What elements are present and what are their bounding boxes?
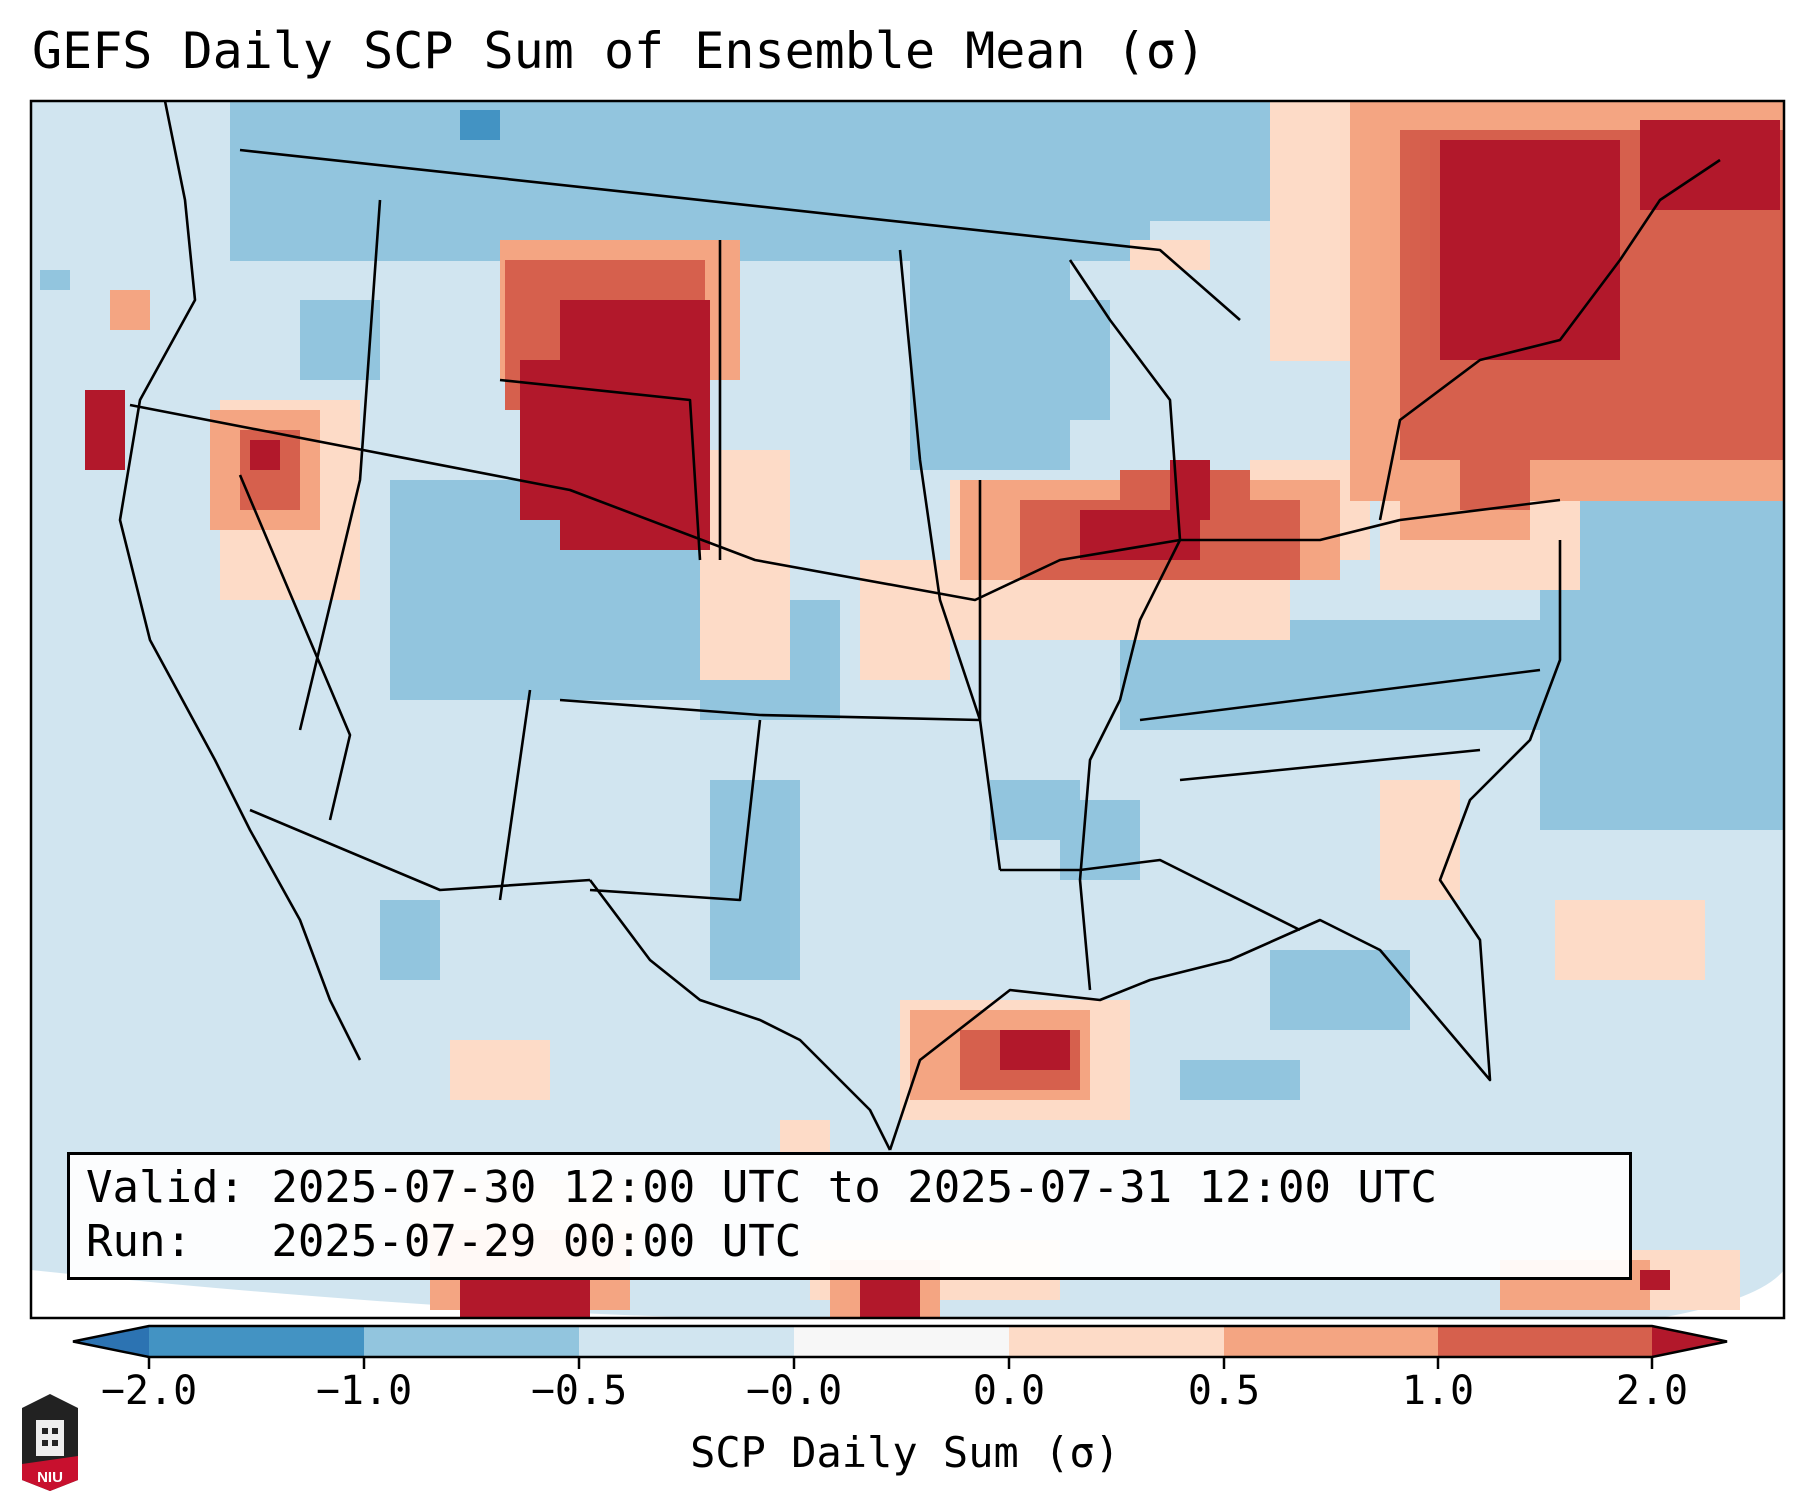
colorbar-segment (1224, 1326, 1438, 1357)
colorbar-segment (149, 1326, 364, 1357)
outside-domain (31, 1270, 1000, 1318)
border-line (249, 808, 591, 892)
border-line (1139, 668, 1541, 722)
colorbar-segment (794, 1326, 1009, 1357)
colorbar-tick-label: 2.0 (1615, 1368, 1689, 1414)
heatmap-cell (85, 390, 125, 470)
colorbar-tick-label: −2.0 (100, 1368, 198, 1414)
border-line (1179, 748, 1481, 782)
heatmap-cell (910, 101, 1150, 251)
border-line (559, 698, 981, 722)
heatmap-cell (860, 1280, 920, 1318)
border-line (499, 378, 702, 561)
run-time-text: Run: 2025-07-29 00:00 UTC (86, 1216, 802, 1267)
map-frame (29, 99, 1786, 1320)
heatmap-cell (250, 440, 280, 470)
heatmap-cell (1130, 240, 1210, 270)
heatmap-cell (710, 780, 800, 980)
colorbar-label: SCP Daily Sum (σ) (690, 1428, 1120, 1477)
colorbar-segment (1009, 1326, 1224, 1357)
border-line (238, 474, 352, 821)
colorbar-tick-label: −1.0 (315, 1368, 413, 1414)
border-line (1378, 158, 1721, 521)
border-line (1180, 498, 1561, 542)
heatmap-cell (1000, 1030, 1070, 1070)
border-line (898, 249, 982, 721)
colorbar (72, 1324, 1728, 1369)
outside-domain (1660, 1270, 1784, 1318)
border-line (298, 199, 382, 731)
heatmap-cell (1380, 780, 1460, 900)
heatmap-cell (860, 560, 950, 680)
border-line (888, 540, 1562, 1151)
colorbar-tick-label: −0.0 (745, 1368, 843, 1414)
heatmap-cell (1460, 460, 1530, 510)
border-line (1000, 858, 1301, 932)
heatmap-cell (1180, 1060, 1300, 1100)
border-line (129, 403, 1181, 602)
border-line (588, 879, 892, 1151)
heatmap-cell (300, 300, 380, 380)
border-line (1068, 259, 1182, 991)
heatmap-cell (700, 450, 790, 680)
heatmap-cell (1270, 950, 1410, 1030)
heatmap-cell (380, 900, 440, 980)
heatmap-cell (1440, 140, 1620, 360)
colorbar-segment (1438, 1326, 1652, 1357)
border-line (498, 689, 532, 901)
heatmap-cell (1070, 300, 1110, 420)
state-borders (118, 101, 1721, 1151)
heatmap-cell (110, 290, 150, 330)
heatmap-cells (31, 101, 1784, 1318)
colorbar-extend-low (73, 1326, 149, 1357)
border-line (239, 148, 1241, 321)
heatmap-cell (1640, 120, 1780, 210)
heatmap-cell (1540, 460, 1784, 830)
colorbar-segment (579, 1326, 794, 1357)
colorbar-tick-label: 1.0 (1401, 1368, 1475, 1414)
colorbar-tick-label: 0.5 (1187, 1368, 1261, 1414)
heatmap-cell (450, 1040, 550, 1100)
heatmap-cell (1555, 900, 1705, 980)
border-line (118, 101, 362, 1061)
colorbar-tick-label: 0.0 (972, 1368, 1046, 1414)
heatmap-cell (460, 1280, 590, 1318)
heatmap-cell (420, 101, 450, 120)
colorbar-segment (364, 1326, 579, 1357)
heatmap-cell (460, 110, 500, 140)
valid-time-box: Valid: 2025-07-30 12:00 UTC to 2025-07-3… (67, 1152, 1632, 1280)
colorbar-tick-label: −0.5 (530, 1368, 628, 1414)
valid-time-text: Valid: 2025-07-30 12:00 UTC to 2025-07-3… (86, 1162, 1438, 1213)
border-line (589, 719, 762, 902)
niu-logo: NIU (22, 1394, 78, 1491)
heatmap-cell (910, 250, 1070, 470)
heatmap-cell (40, 270, 70, 290)
chart-title: GEFS Daily SCP Sum of Ensemble Mean (σ) (32, 22, 1206, 80)
heatmap-cell (1640, 1270, 1670, 1290)
svg-text:NIU: NIU (37, 1469, 63, 1486)
colorbar-extend-high (1652, 1326, 1727, 1357)
